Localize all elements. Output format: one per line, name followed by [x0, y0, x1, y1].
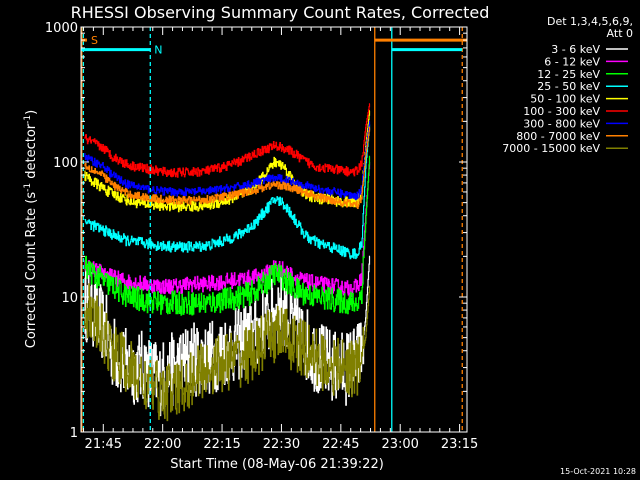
y-tick-label: 1 [70, 426, 78, 441]
legend-entry-label: 7000 - 15000 keV [502, 142, 600, 155]
series-line-5 [84, 103, 371, 178]
y-tick-label: 100 [53, 156, 78, 171]
plot-frame [80, 26, 468, 433]
legend-entry-label: 3 - 6 keV [551, 43, 600, 56]
flag-label-0: S [91, 34, 98, 47]
axis-layer: 21:45 22:00 22:15 22:30 22:45 23:00 23:15 1 10 10… [45, 21, 478, 452]
legend-header-line-2: Att 0 [607, 27, 633, 40]
x-tick-label: 22:00 [144, 437, 181, 452]
x-axis-label: Start Time (08-May-06 21:39:22) [170, 457, 384, 472]
y-axis-label-part: ) [24, 110, 39, 115]
y-axis-label-part: detector [24, 123, 39, 183]
timestamp: 15-Oct-2021 10:28 [560, 467, 636, 476]
x-tick-label: 22:45 [322, 437, 359, 452]
legend-entry-label: 25 - 50 keV [537, 80, 600, 93]
series-line-2 [84, 155, 371, 316]
y-tick-label: 10 [61, 291, 78, 306]
series-layer [84, 103, 371, 422]
x-tick-label: 22:15 [203, 437, 240, 452]
legend-entry-label: 12 - 25 keV [537, 68, 600, 81]
legend-entry-label: 100 - 300 keV [523, 105, 600, 118]
legend-entry-label: 50 - 100 keV [530, 93, 600, 106]
legend-entry-label: 800 - 7000 keV [516, 130, 600, 143]
x-tick-label: 23:00 [381, 437, 418, 452]
series-line-7 [84, 126, 371, 209]
x-tick-label: 21:45 [85, 437, 122, 452]
chart-title: RHESSI Observing Summary Count Rates, Co… [71, 3, 490, 22]
y-axis-label-exponent: -1 [23, 183, 33, 192]
x-tick-label: 22:30 [263, 437, 300, 452]
series-line-8 [84, 283, 371, 422]
x-tick-label: 23:15 [441, 437, 478, 452]
y-tick-label: 1000 [45, 21, 78, 36]
series-line-4 [84, 110, 371, 213]
flag-layer: SN [81, 27, 467, 432]
legend-entry-label: 6 - 12 keV [544, 55, 600, 68]
y-axis-label-exponent: -1 [23, 115, 33, 124]
legend-header-line-1: Det 1,3,4,5,6,9, [547, 15, 633, 28]
y-axis-label-part: Corrected Count Rate (s [24, 192, 39, 349]
flag-label-1: N [154, 44, 162, 57]
y-axis-label: Corrected Count Rate (s-1 detector-1) [23, 110, 39, 348]
series-line-3 [84, 123, 371, 260]
series-line-6 [84, 120, 371, 201]
legend-entry-label: 300 - 800 keV [523, 117, 600, 130]
